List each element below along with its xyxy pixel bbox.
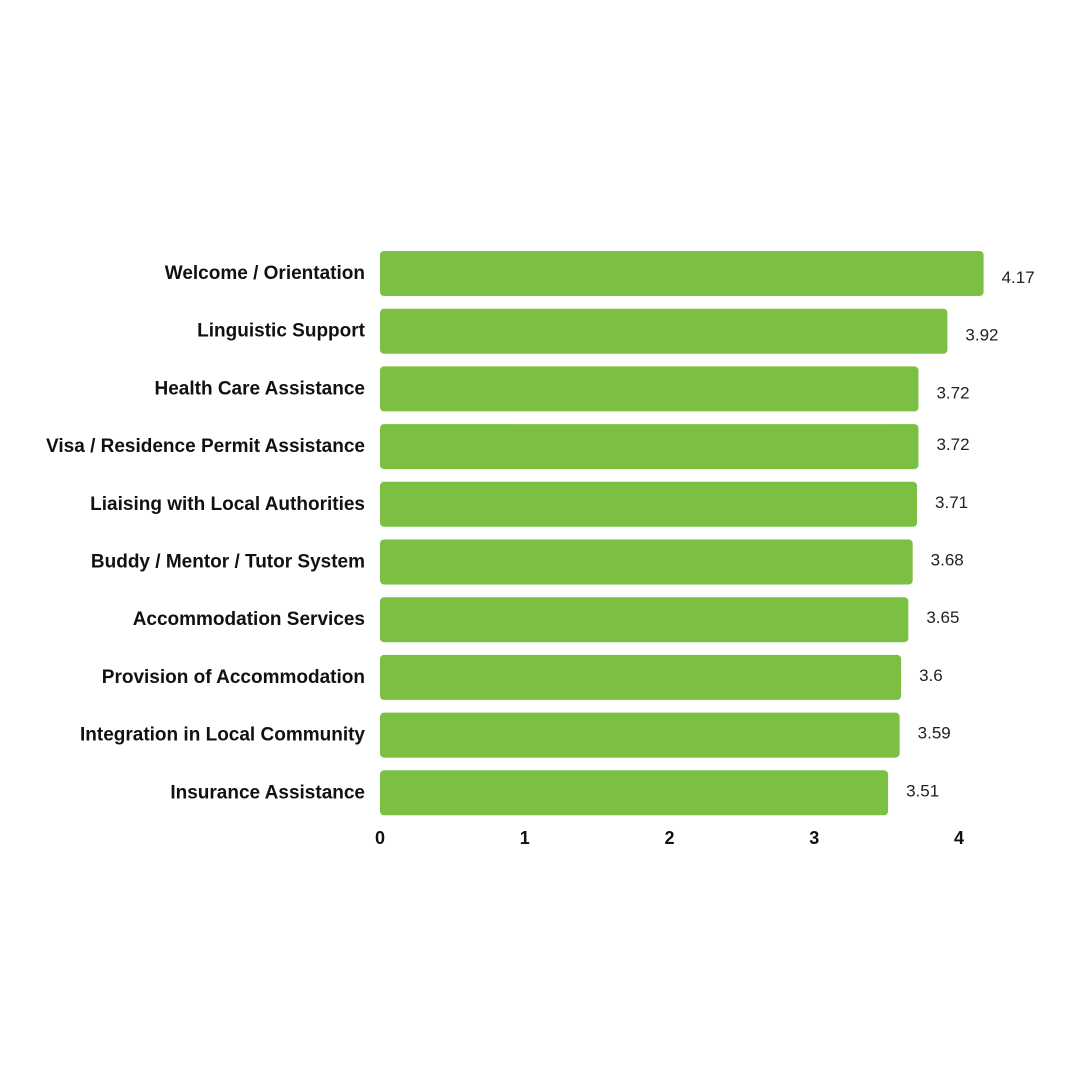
bars [380,251,984,816]
category-label: Accommodation Services [133,609,365,630]
value-label: 3.92 [965,326,998,345]
x-tick-label: 3 [809,828,819,848]
category-label: Insurance Assistance [170,782,365,803]
x-tick-label: 2 [664,828,674,848]
value-labels: 4.17 3.92 3.72 3.72 3.71 3.68 3.65 3.6 3.59 3.51 [906,268,1035,800]
x-tick-label: 4 [954,828,964,848]
bar [380,251,984,296]
category-label: Liaising with Local Authorities [90,494,365,515]
x-tick-label: 1 [520,828,530,848]
category-label: Buddy / Mentor / Tutor System [91,552,365,573]
value-label: 3.65 [926,608,959,627]
category-label: Integration in Local Community [80,725,365,746]
x-tick-label: 0 [375,828,385,848]
bar [380,539,913,585]
x-axis: 0 1 2 3 4 [375,828,964,848]
bar [380,712,900,758]
category-labels: Welcome / Orientation Linguistic Support H… [46,263,366,803]
bar [380,481,918,527]
value-label: 3.71 [935,493,968,512]
bar [380,308,948,354]
category-label: Linguistic Support [197,321,365,342]
bar [380,366,919,412]
value-label: 3.51 [906,781,939,800]
category-label: Visa / Residence Permit Assistance [46,436,365,457]
value-label: 3.72 [936,383,969,402]
category-label: Health Care Assistance [154,378,365,399]
value-label: 4.17 [1002,268,1035,287]
bar [380,654,902,700]
value-label: 3.68 [931,551,964,570]
category-label: Provision of Accommodation [102,667,365,688]
value-label: 3.6 [919,666,943,685]
bar [380,597,909,643]
value-label: 3.72 [936,435,969,454]
category-label: Welcome / Orientation [165,263,365,284]
bar [380,770,889,816]
value-label: 3.59 [918,724,951,743]
bar [380,424,919,470]
